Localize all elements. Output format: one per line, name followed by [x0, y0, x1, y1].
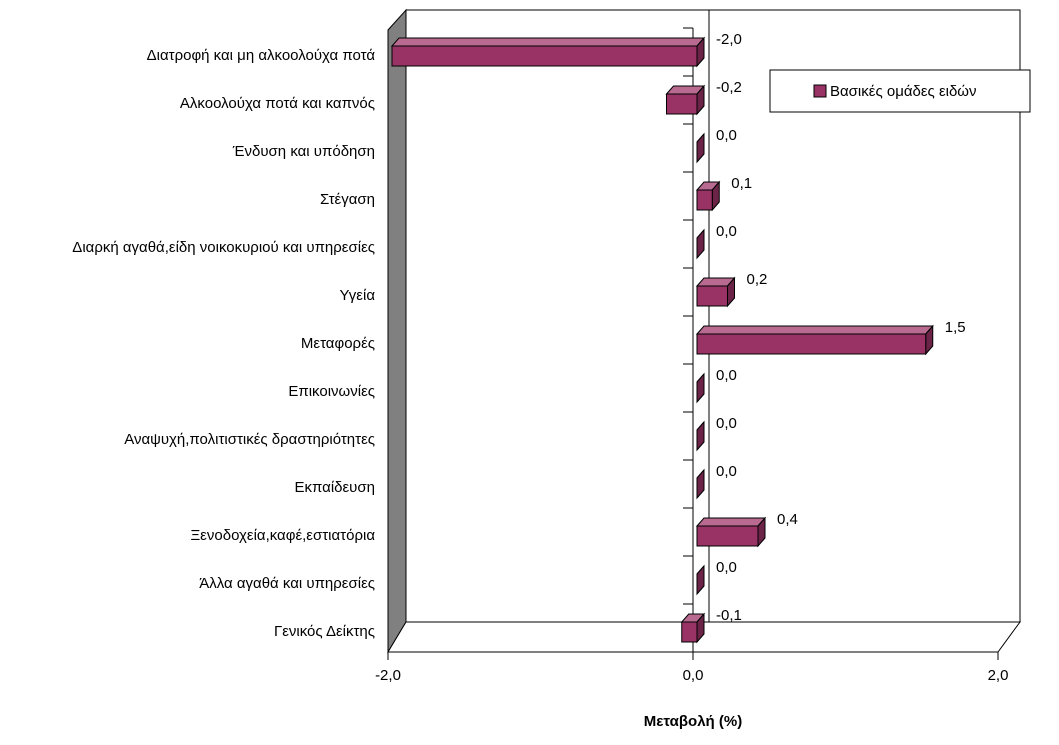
x-tick-label: 0,0: [683, 667, 704, 684]
category-label: Διατροφή και μη αλκοολούχα ποτά: [147, 47, 376, 64]
x-tick-label: 2,0: [988, 667, 1009, 684]
bar: [666, 93, 698, 115]
value-label: -0,1: [716, 607, 742, 624]
value-label: 0,0: [716, 559, 737, 576]
category-label: Διαρκή αγαθά,είδη νοικοκυριού και υπηρεσ…: [72, 239, 375, 256]
category-label: Στέγαση: [320, 191, 375, 208]
category-label: Γενικός Δείκτης: [274, 623, 375, 640]
floor: [387, 621, 1021, 653]
x-tick-label: -2,0: [375, 667, 401, 684]
legend-label: Βασικές ομάδες ειδών: [830, 83, 977, 100]
value-label: 0,0: [716, 415, 737, 432]
bar-side: [696, 228, 705, 260]
bar-top: [390, 37, 706, 47]
legend: [769, 69, 1031, 113]
bar-side: [696, 564, 705, 596]
category-label: Αναψυχή,πολιτιστικές δραστηριότητες: [124, 431, 375, 448]
value-label: 0,0: [716, 367, 737, 384]
value-label: -2,0: [716, 31, 742, 48]
category-label: Ένδυση και υπόδηση: [232, 143, 375, 160]
bar: [681, 621, 698, 643]
category-label: Υγεία: [340, 287, 376, 304]
bar-side: [696, 372, 705, 404]
bar-top: [695, 325, 934, 335]
category-label: Επικοινωνίες: [288, 383, 375, 400]
x-axis-label: Μεταβολή (%): [644, 713, 742, 730]
value-label: 0,4: [777, 511, 798, 528]
bar: [696, 189, 713, 211]
value-label: 0,2: [747, 271, 768, 288]
value-label: -0,2: [716, 79, 742, 96]
bar-top: [695, 517, 767, 527]
bar: [696, 285, 728, 307]
category-label: Αλκοολούχα ποτά και καπνός: [180, 95, 375, 112]
bar: [696, 333, 927, 355]
bar: [391, 45, 698, 67]
value-label: 0,1: [731, 175, 752, 192]
category-label: Μεταφορές: [301, 335, 375, 352]
value-label: 0,0: [716, 127, 737, 144]
bar: [696, 525, 759, 547]
bar-side: [696, 132, 705, 164]
bar-side: [696, 468, 705, 500]
category-label: Ξενοδοχεία,καφέ,εστιατόρια: [190, 527, 375, 544]
category-label: Άλλα αγαθά και υπηρεσίες: [199, 575, 375, 592]
bar-side: [696, 420, 705, 452]
side-wall-shade: [387, 8, 407, 654]
legend-swatch: [813, 84, 827, 98]
value-label: 0,0: [716, 223, 737, 240]
value-label: 1,5: [945, 319, 966, 336]
value-label: 0,0: [716, 463, 737, 480]
category-label: Εκπαίδευση: [295, 479, 376, 496]
